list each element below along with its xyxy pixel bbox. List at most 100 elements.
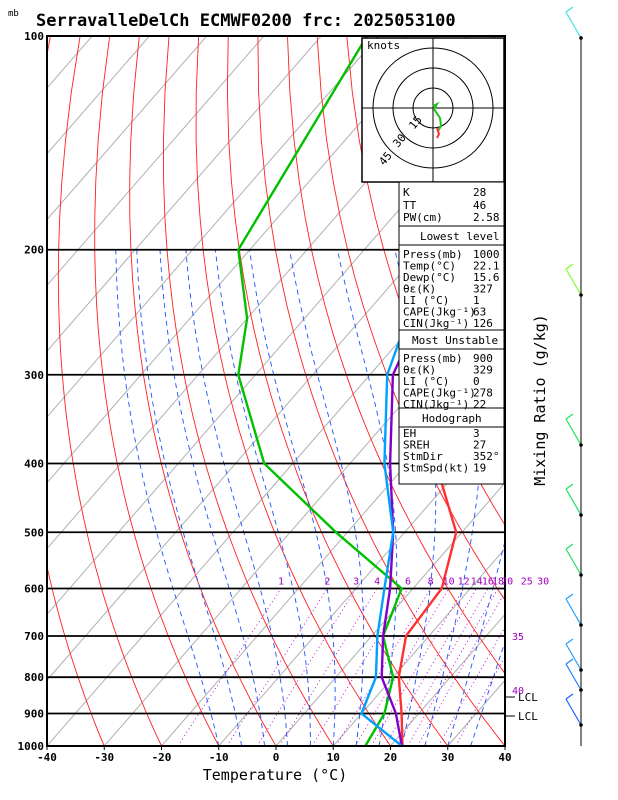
lowest-level-label: CIN(Jkg⁻¹): [403, 317, 469, 330]
hodograph-stat-label: StmDir: [403, 450, 443, 463]
lowest-level-header: Lowest level: [420, 230, 499, 243]
isotherm-label: 40: [512, 686, 524, 697]
hodograph-stat-label: EH: [403, 427, 416, 440]
lowest-level-value: 1: [473, 294, 480, 307]
wind-barb-dot: [579, 723, 583, 727]
lowest-level-value: 327: [473, 283, 493, 296]
dry-adiabat-line: [94, 36, 220, 746]
mixing-ratio-line: [455, 655, 505, 746]
lowest-level-value: 1000: [473, 248, 500, 261]
isotherm-line: [47, 36, 379, 418]
wind-barb: [565, 11, 582, 39]
dry-adiabat-line: [129, 36, 277, 746]
pressure-tick-label: 1000: [18, 740, 45, 753]
mixing-ratio-label: 25: [521, 576, 533, 587]
temperature-tick-label: -40: [37, 751, 57, 764]
wind-barb: [565, 698, 582, 726]
mixing-ratio-line: [335, 588, 431, 746]
isotherm-line: [47, 218, 505, 746]
isotherm-line: [47, 36, 437, 484]
lowest-level-value: 22.1: [473, 260, 500, 273]
mixing-ratio-label: 12: [458, 576, 470, 587]
index-panel-frame: [398, 181, 505, 485]
mixing-ratio-line: [226, 588, 328, 746]
most-unstable-value: 0: [473, 375, 480, 388]
index-pw-value: 2.58: [473, 211, 500, 224]
mixing-ratio-line: [354, 588, 450, 746]
x-axis-title: Temperature (°C): [203, 766, 348, 784]
wind-barb-dot: [579, 293, 583, 297]
isotherm-line: [47, 36, 265, 287]
temperature-tick-label: 20: [384, 751, 397, 764]
dry-adiabat-line: [47, 36, 105, 746]
hodograph-trace-upper: [436, 127, 441, 139]
pressure-tick-label: 500: [24, 526, 44, 539]
dry-adiabat-line: [163, 36, 334, 746]
hodograph-trace: [432, 101, 443, 132]
wind-barb: [565, 598, 582, 626]
hodograph-stat-label: StmSpd(kt): [403, 462, 469, 475]
dry-adiabat-line: [554, 36, 618, 746]
wind-barb-dot: [579, 443, 583, 447]
index-tt-label: TT: [403, 199, 417, 212]
temperature-tick-label: -20: [152, 751, 172, 764]
most-unstable-label: LI (°C): [403, 375, 449, 388]
mixing-ratio-line: [370, 588, 465, 746]
hodograph-stat-value: 19: [473, 462, 486, 475]
wind-barb-dot: [579, 36, 583, 40]
isotherm-label: 35: [512, 632, 524, 643]
most-unstable-header: Most Unstable: [412, 334, 498, 347]
most-unstable-value: 22: [473, 398, 486, 411]
pressure-tick-label: 700: [24, 630, 44, 643]
lowest-level-label: θε(K): [403, 283, 436, 296]
wind-barb-dot: [579, 623, 583, 627]
wind-barb-column: [565, 6, 583, 746]
wind-barb-flag: [565, 263, 574, 270]
lowest-level-label: Temp(°C): [403, 260, 456, 273]
wind-barb-flag: [565, 543, 574, 550]
lowest-level-label: Dewp(°C): [403, 271, 456, 284]
pressure-tick-label: 900: [24, 708, 44, 721]
isotherm-line: [390, 613, 505, 746]
pressure-tick-label: 300: [24, 369, 44, 382]
profile-line-1: [237, 36, 404, 746]
wind-barb-dot: [579, 668, 583, 672]
temperature-tick-label: -30: [94, 751, 114, 764]
wind-barb-dot: [579, 688, 583, 692]
dry-adiabat-line: [287, 36, 505, 675]
pressure-tick-label: 400: [24, 457, 44, 470]
temperature-tick-label: 0: [273, 751, 280, 764]
dry-adiabat-line: [316, 36, 505, 601]
wind-barb-flag: [565, 593, 574, 600]
index-panel: K 28 TT 46 PW(cm) 2.58 Lowest level Pres…: [398, 181, 505, 485]
most-unstable-label: θε(K): [403, 364, 436, 377]
hodograph-block-header: Hodograph: [422, 412, 482, 425]
wind-barb: [565, 488, 582, 516]
dry-adiabat-line: [195, 36, 391, 746]
wind-barb: [565, 663, 582, 691]
wind-barb-flag: [565, 6, 574, 13]
lowest-level-label: Press(mb): [403, 248, 463, 261]
wind-barb-flag: [565, 638, 574, 645]
temperature-tick-labels: -40 -30 -20 -10 0 10 20 30 40: [37, 746, 512, 764]
most-unstable-value: 329: [473, 364, 493, 377]
moist-adiabat-line: [115, 249, 220, 746]
hodograph: knots 15 30 45: [361, 37, 505, 183]
wind-barb-flag: [565, 658, 574, 665]
most-unstable-value: 900: [473, 352, 493, 365]
dry-adiabat-line: [226, 36, 449, 746]
mixing-ratio-line: [279, 588, 378, 746]
temperature-tick-label: 10: [327, 751, 340, 764]
dry-adiabat-line: [57, 36, 162, 746]
temperature-tick-label: 30: [441, 751, 454, 764]
most-unstable-label: Press(mb): [403, 352, 463, 365]
wind-barb-flag: [565, 693, 574, 700]
mixing-ratio-line: [438, 626, 505, 746]
wind-barb-dot: [579, 513, 583, 517]
moist-adiabat-line: [470, 640, 505, 746]
right-axis-title: Mixing Ratio (g/kg): [531, 314, 549, 486]
index-pw-label: PW(cm): [403, 211, 443, 224]
mixing-ratio-label: 16: [482, 576, 494, 587]
mixing-ratio-line: [417, 591, 505, 746]
isotherm-line: [47, 36, 322, 352]
